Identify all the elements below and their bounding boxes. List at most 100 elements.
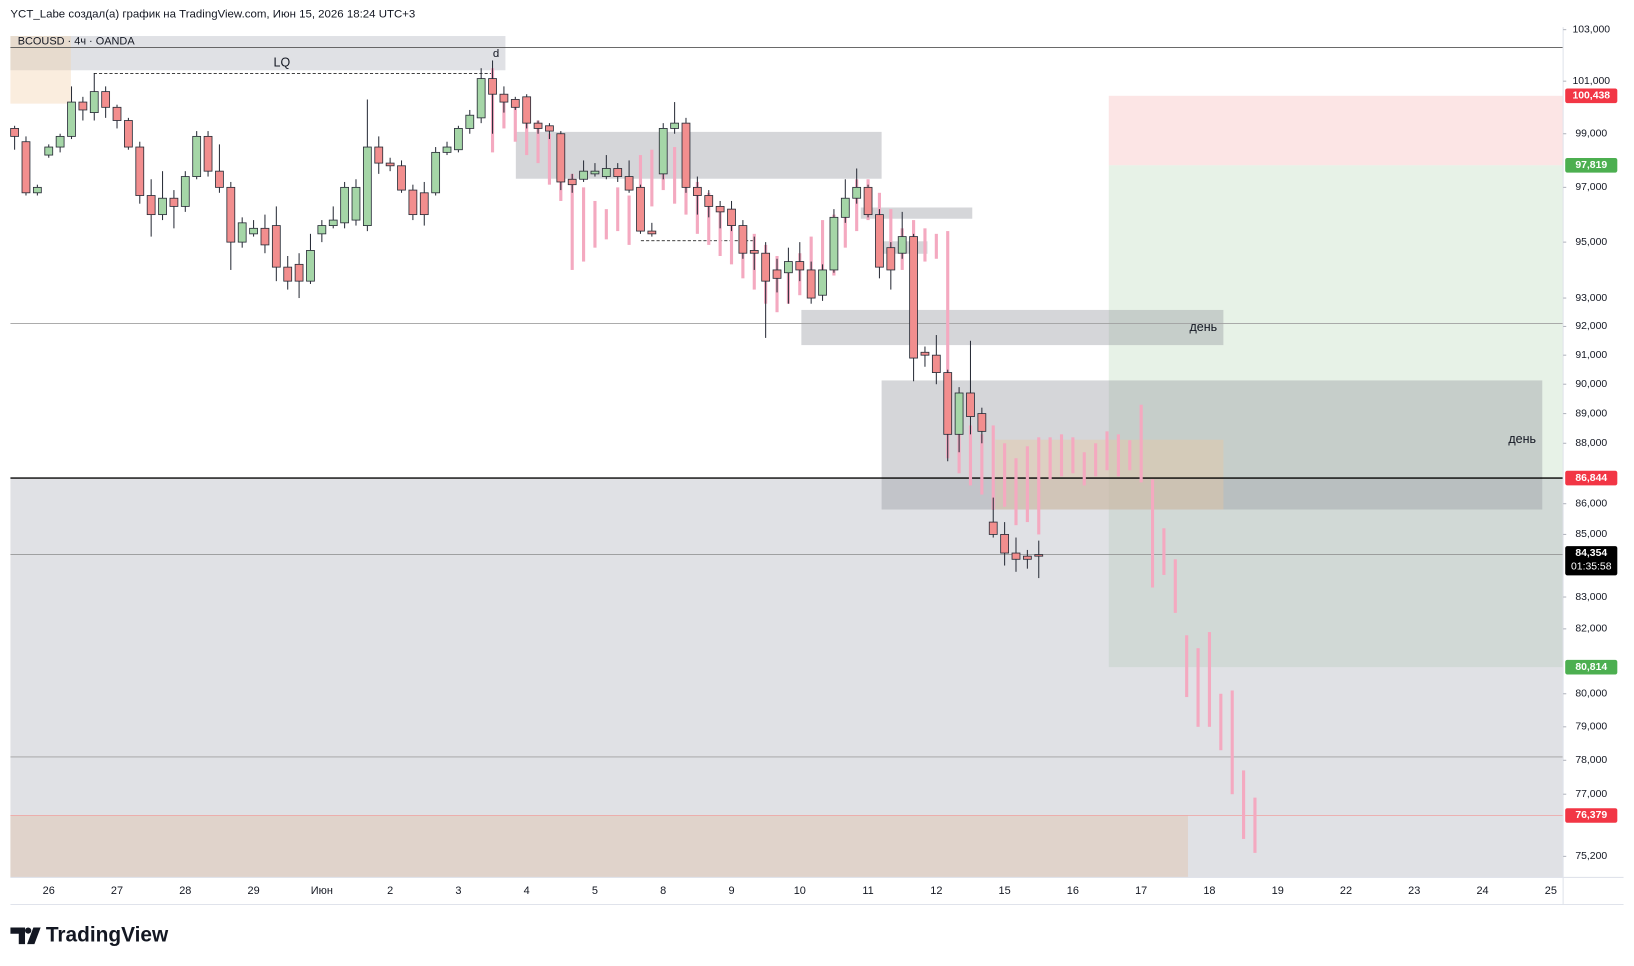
projection-bar <box>1105 431 1109 471</box>
candle-body <box>89 91 99 114</box>
candle-body <box>260 227 270 246</box>
projection-bar <box>570 173 574 270</box>
candle-body <box>55 135 65 148</box>
candle-body <box>852 186 862 199</box>
candle-body <box>966 392 975 417</box>
x-tick-label: 11 <box>862 885 873 897</box>
x-tick-label: 17 <box>1135 885 1147 897</box>
candle-body <box>44 146 54 156</box>
candle-body <box>829 216 839 271</box>
projection-bar <box>729 214 734 265</box>
candle-body <box>943 372 953 435</box>
y-tick-label: 103,000 <box>1572 24 1610 35</box>
projection-bar <box>1185 635 1189 698</box>
candle-body <box>533 122 543 129</box>
x-tick-label: 27 <box>111 885 123 897</box>
projection-bar <box>1048 437 1052 480</box>
x-tick-label: Июн <box>311 885 333 897</box>
candle-body <box>704 195 714 207</box>
plot-area: день день LQ d <box>10 36 1564 878</box>
candle-body <box>67 101 76 137</box>
candle-body <box>385 162 395 167</box>
author-line: YCT_Labe создал(а) график на TradingView… <box>10 9 415 21</box>
candle-body <box>772 269 782 279</box>
projection-bar <box>1162 528 1166 575</box>
x-tick-label: 10 <box>794 885 806 897</box>
candle-body <box>340 186 349 224</box>
x-tick-label: 8 <box>660 885 666 897</box>
projection-bar <box>855 179 859 232</box>
candle-body <box>476 78 486 119</box>
projection-bar <box>923 228 927 262</box>
candle-body <box>988 521 998 535</box>
candle-body <box>556 133 566 183</box>
candle-body <box>784 261 793 274</box>
candle-body <box>977 413 987 432</box>
candle-body <box>215 170 224 188</box>
projection-bar <box>889 209 893 256</box>
zone <box>1108 95 1564 166</box>
candle-body <box>351 186 361 221</box>
candle-body <box>624 176 634 191</box>
candle-body <box>1022 555 1032 560</box>
candle-body <box>806 269 816 299</box>
candle-body <box>465 114 475 129</box>
projection-bar <box>1253 797 1257 853</box>
y-tick-label: 101,000 <box>1572 76 1610 87</box>
y-tick-label: 97,000 <box>1575 182 1607 193</box>
candle-body <box>613 168 623 177</box>
projection-bar <box>718 206 722 256</box>
projection-bar <box>593 200 597 248</box>
y-tick-label: 88,000 <box>1575 438 1607 449</box>
price-tag-label: 80,814 <box>1575 662 1607 673</box>
zone-label: день <box>1189 320 1217 334</box>
candle-body <box>488 78 497 95</box>
zone <box>995 439 1224 510</box>
candle-body <box>863 186 873 216</box>
zone <box>10 36 506 71</box>
zone <box>801 309 1224 346</box>
projection-bar <box>1150 479 1155 588</box>
x-tick-label: 2 <box>387 885 393 897</box>
y-tick-label: 90,000 <box>1575 379 1607 390</box>
candle-body <box>158 197 167 216</box>
projection-bar <box>968 425 973 486</box>
candle-body <box>522 96 532 124</box>
candle-body <box>567 178 577 186</box>
zone <box>1108 165 1564 668</box>
candle-body <box>306 250 315 282</box>
candle-body <box>749 250 759 254</box>
candle-body <box>897 236 907 254</box>
candle-body <box>431 151 441 194</box>
projection-bar <box>1128 440 1132 471</box>
projection-bar <box>513 107 517 142</box>
y-tick-label: 83,000 <box>1575 592 1607 603</box>
projection-bar <box>1094 443 1098 477</box>
zone <box>10 479 1564 878</box>
x-tick-label: 16 <box>1067 885 1079 897</box>
brand: TradingView <box>46 923 169 946</box>
projection-bar <box>1014 458 1018 526</box>
y-tick-label: 82,000 <box>1575 624 1607 635</box>
candle-body <box>226 186 236 243</box>
price-tag <box>1565 546 1618 576</box>
projection-bar <box>1139 404 1143 483</box>
zone-label: день <box>1508 432 1536 446</box>
candle-body <box>545 125 554 132</box>
candle-body <box>761 252 771 282</box>
x-tick-label: 4 <box>524 885 530 897</box>
y-tick-label: 75,200 <box>1575 851 1607 862</box>
projection-bar <box>1230 690 1234 795</box>
projection-bar <box>991 425 995 510</box>
logo: TradingView <box>10 923 169 946</box>
zone <box>515 131 882 179</box>
candle-body <box>317 225 327 235</box>
candle-body <box>203 135 213 172</box>
projection-bar <box>980 434 984 495</box>
candle-body <box>237 222 247 243</box>
projection-bar <box>673 147 677 204</box>
candle-body <box>601 168 611 177</box>
projection-bar <box>1059 434 1064 477</box>
x-tick-label: 9 <box>728 885 734 897</box>
